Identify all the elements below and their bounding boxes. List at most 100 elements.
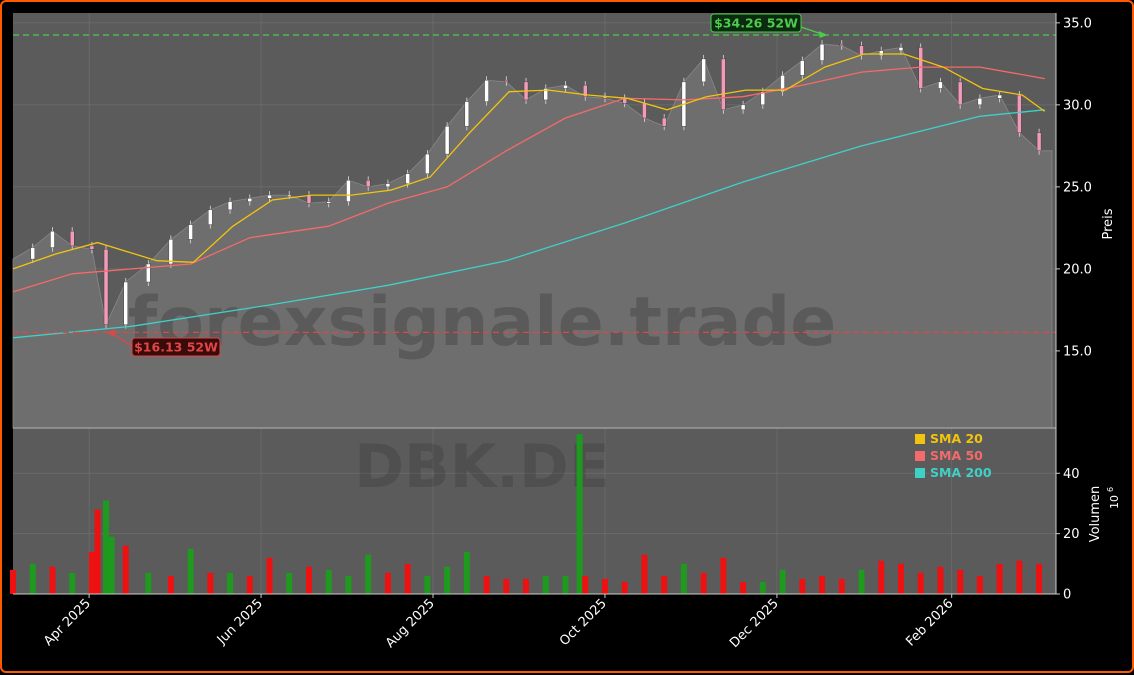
candle-body bbox=[50, 230, 55, 248]
sma20-line bbox=[12, 53, 1046, 270]
volume-bar bbox=[582, 575, 589, 594]
volume-bar bbox=[108, 536, 115, 594]
candle-body bbox=[464, 101, 470, 127]
volume-axis-label: Volumen bbox=[1088, 486, 1103, 543]
volume-bar bbox=[858, 569, 865, 594]
candle-body bbox=[957, 81, 963, 106]
candle-body bbox=[977, 98, 983, 106]
volume-bar bbox=[957, 569, 964, 594]
candle-body bbox=[267, 194, 272, 199]
volume-bar bbox=[49, 566, 56, 594]
candle-body bbox=[425, 153, 430, 174]
volume-bar bbox=[838, 578, 845, 594]
volume-bar bbox=[187, 548, 194, 594]
candle-body bbox=[563, 84, 568, 89]
volume-axis-exponent: 10 6 bbox=[1106, 487, 1121, 509]
volume-bar bbox=[542, 575, 549, 594]
candle-body bbox=[247, 198, 252, 202]
price-tick-label: 20.0 bbox=[1063, 262, 1092, 277]
volume-bar bbox=[167, 575, 174, 594]
x-tick-label: Jun 2025 bbox=[214, 596, 266, 648]
volume-bar bbox=[266, 557, 273, 594]
volume-bar bbox=[10, 569, 16, 594]
high-label: $34.26 52W bbox=[714, 16, 798, 31]
volume-bar bbox=[937, 566, 944, 594]
legend-label-sma200: SMA 200 bbox=[930, 465, 992, 480]
candle-body bbox=[721, 58, 726, 110]
volume-bar bbox=[576, 434, 583, 594]
volume-bar bbox=[207, 572, 214, 594]
candle-body bbox=[365, 180, 371, 188]
volume-bar bbox=[740, 581, 747, 594]
volume-tick-label: 20 bbox=[1063, 527, 1080, 542]
volume-bar bbox=[917, 572, 924, 594]
volume-bar bbox=[325, 569, 332, 594]
candle-body bbox=[168, 239, 174, 265]
volume-bar bbox=[94, 509, 101, 594]
low-annotation: $16.13 52W bbox=[106, 329, 221, 357]
volume-bar bbox=[444, 566, 451, 594]
candle-body bbox=[642, 103, 647, 119]
candle-body bbox=[188, 224, 193, 240]
volume-bar bbox=[286, 572, 293, 594]
candle-body bbox=[740, 104, 746, 110]
candle-body bbox=[819, 43, 825, 61]
candle-body bbox=[701, 58, 706, 83]
candle-body bbox=[898, 47, 904, 51]
reference-lines bbox=[13, 34, 1056, 334]
candle-body bbox=[89, 245, 95, 250]
volume-bar bbox=[1036, 563, 1043, 594]
volume-bar bbox=[819, 575, 826, 594]
sma-lines bbox=[12, 53, 1046, 339]
volume-bar bbox=[700, 572, 707, 594]
volume-bar bbox=[463, 551, 470, 594]
low-arrow bbox=[111, 332, 133, 347]
sma200-line bbox=[12, 109, 1045, 339]
volume-bar bbox=[1016, 560, 1023, 594]
volume-bar bbox=[641, 554, 648, 594]
legend-swatch-sma50 bbox=[915, 451, 925, 461]
volume-bar bbox=[661, 575, 668, 594]
high-label-box bbox=[710, 13, 802, 33]
candle-body bbox=[583, 84, 588, 97]
low-label-box bbox=[131, 337, 221, 357]
x-tick-label: Apr 2025 bbox=[41, 596, 94, 649]
candle-body bbox=[1036, 132, 1042, 151]
volume-bar bbox=[345, 575, 352, 594]
sma50-line bbox=[12, 66, 1045, 293]
low-arrow-head bbox=[106, 329, 116, 337]
candle-body bbox=[504, 80, 509, 83]
legend: SMA 20 SMA 50 SMA 200 bbox=[915, 431, 992, 480]
volume-bar bbox=[996, 563, 1003, 594]
volume-axis-exponent-power: 6 bbox=[1106, 487, 1115, 492]
volume-bar bbox=[103, 500, 110, 594]
candle-body bbox=[346, 180, 351, 202]
price-tick-label: 25.0 bbox=[1063, 180, 1092, 195]
volume-bar bbox=[621, 581, 628, 594]
candle-body bbox=[287, 194, 292, 197]
candle-body bbox=[879, 50, 884, 56]
high-annotation: $34.26 52W bbox=[710, 13, 828, 38]
x-tick-label: Oct 2025 bbox=[557, 596, 610, 649]
volume-bar bbox=[483, 575, 490, 594]
volume-bar bbox=[227, 572, 234, 594]
volume-bar bbox=[122, 545, 129, 594]
candle-body bbox=[938, 81, 943, 89]
candle-body bbox=[208, 209, 213, 225]
price-tick-label: 30.0 bbox=[1063, 98, 1092, 113]
volume-bar bbox=[897, 563, 904, 594]
candle-body bbox=[1017, 94, 1022, 133]
candle-body bbox=[839, 43, 844, 47]
volume-bar bbox=[246, 575, 253, 594]
volume-tick-label: 40 bbox=[1063, 467, 1080, 482]
volume-axis-exponent-base: 10 bbox=[1108, 495, 1121, 509]
volume-bar bbox=[88, 551, 95, 594]
candle-body bbox=[760, 91, 766, 106]
volume-bar bbox=[976, 575, 983, 594]
volume-bar bbox=[720, 557, 727, 594]
volume-bars bbox=[10, 434, 1043, 594]
candle-body bbox=[227, 201, 233, 211]
volume-bar bbox=[759, 581, 766, 594]
